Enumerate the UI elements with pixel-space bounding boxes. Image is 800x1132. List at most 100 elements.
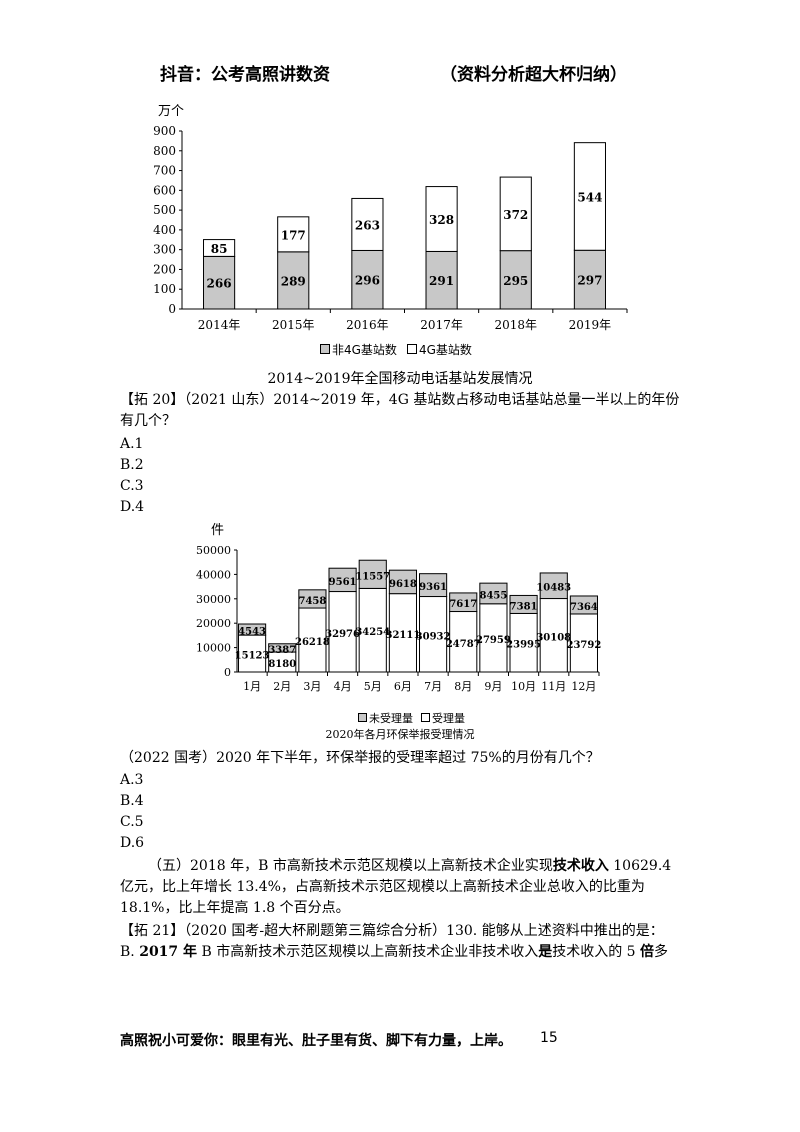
data-label: 544 (577, 190, 602, 204)
q1-option-c: C.3 (120, 478, 144, 494)
footer-text: 高照祝小可爱你：眼里有光、肚子里有货、脚下有力量，上岸。 (120, 1033, 512, 1049)
data-label: 85 (211, 242, 228, 256)
data-label: 11557 (355, 571, 390, 582)
q3-option-b: B. 2017 年 B 市高新技术示范区规模以上高新技术企业非技术收入是技术收入… (120, 944, 669, 960)
x-tick-label: 5月 (364, 680, 382, 693)
y-tick-label: 100 (153, 282, 176, 296)
bar-unaccepted (268, 643, 297, 653)
bar-4g (277, 216, 310, 253)
data-label: 30932 (416, 631, 451, 642)
bar-unaccepted (449, 592, 478, 613)
bar-accepted (509, 612, 538, 673)
data-label: 23792 (567, 640, 602, 651)
bar-non-4g (277, 251, 310, 310)
data-label: 291 (429, 274, 454, 288)
data-label: 8180 (268, 659, 296, 670)
y-tick-label: 600 (153, 183, 176, 197)
base-station-chart: 万个 0 100 200 300 400 500 600 700 800 900 266 85 201… (153, 104, 628, 332)
y-tick-label: 50000 (196, 544, 231, 557)
data-label: 9561 (329, 577, 357, 588)
data-label: 32976 (325, 629, 360, 640)
bar-accepted (569, 613, 598, 673)
data-label: 9361 (419, 582, 447, 593)
x-tick-label: 7月 (424, 680, 442, 693)
q1-option-b: B.2 (120, 457, 144, 473)
legend-swatch-icon (358, 713, 367, 722)
q3-stem: 【拓 21】（2020 国考-超大杯刷题第三篇综合分析）130. 能够从上述资料… (120, 923, 664, 939)
environment-report-chart: 件 0 10000 20000 30000 40000 50000 15123 4543 1月… (196, 523, 602, 693)
bar-unaccepted (569, 595, 598, 615)
data-label: 7364 (570, 602, 598, 613)
header-left: 抖音：公考高照讲数资 (160, 65, 330, 85)
data-label: 3387 (268, 645, 296, 656)
chart1-unit: 万个 (158, 104, 184, 119)
y-tick-label: 700 (153, 164, 176, 178)
bar-4g (499, 176, 532, 252)
q2-option-d: D.6 (120, 835, 145, 851)
data-label: 266 (207, 277, 232, 291)
passage: （五）2018 年，B 市高新技术示范区规模以上高新技术企业实现技术收入 106… (120, 858, 672, 916)
bar-unaccepted (509, 594, 538, 614)
bar-4g (351, 197, 384, 251)
data-label: 32111 (386, 630, 421, 641)
data-label: 34254 (355, 627, 390, 638)
x-tick-label: 2016年 (346, 318, 389, 332)
chart2-legend-unaccepted: 未受理量 (358, 710, 413, 726)
bar-unaccepted (238, 623, 267, 636)
x-tick-label: 2月 (273, 680, 291, 693)
data-label: 372 (503, 208, 528, 222)
x-tick-label: 2014年 (198, 318, 241, 332)
bar-accepted (449, 611, 478, 673)
y-tick-label: 10000 (196, 642, 231, 655)
legend-swatch-icon (406, 344, 417, 354)
x-tick-label: 2017年 (420, 318, 463, 332)
x-tick-label: 8月 (454, 680, 472, 693)
data-label: 177 (281, 228, 306, 242)
x-tick-label: 3月 (303, 680, 321, 693)
data-label: 295 (503, 274, 528, 288)
bar-unaccepted (358, 559, 387, 589)
legend-swatch-icon (320, 344, 330, 354)
y-tick-label: 300 (153, 243, 176, 257)
x-tick-label: 4月 (334, 680, 352, 693)
bar-accepted (238, 634, 267, 673)
chart1-legend-4g: 4G基站数 (406, 341, 472, 358)
bar-unaccepted (298, 589, 327, 609)
bar-non-4g (573, 249, 606, 310)
data-label: 7381 (510, 601, 538, 612)
bar-unaccepted (388, 569, 417, 595)
bar-non-4g (499, 250, 532, 310)
y-tick-label: 800 (153, 144, 176, 158)
data-label: 7617 (449, 599, 477, 610)
x-tick-label: 6月 (394, 680, 412, 693)
y-tick-label: 900 (153, 124, 176, 138)
q2-option-a: A.3 (120, 772, 144, 788)
q1-option-d: D.4 (120, 499, 145, 515)
data-label: 263 (355, 218, 380, 232)
chart1-legend-non4g: 非4G基站数 (320, 341, 397, 358)
x-tick-label: 2015年 (272, 318, 315, 332)
q2-option-b: B.4 (120, 793, 144, 809)
chart1-legend: 非4G基站数 4G基站数 (320, 341, 472, 358)
passage-bold: 技术收入 (552, 858, 609, 874)
x-tick-label: 12月 (571, 680, 596, 693)
data-label: 9618 (389, 579, 417, 590)
y-tick-label: 400 (153, 223, 176, 237)
data-label: 27959 (476, 635, 511, 646)
chart2-legend-accepted: 受理量 (421, 710, 465, 726)
x-tick-label: 9月 (484, 680, 502, 693)
x-tick-label: 2018年 (494, 318, 537, 332)
y-tick-label: 30000 (196, 593, 231, 606)
bar-accepted (328, 591, 357, 673)
bar-unaccepted (539, 572, 568, 600)
bar-accepted (358, 587, 387, 673)
y-tick-label: 0 (224, 666, 231, 679)
y-tick-label: 0 (168, 302, 176, 316)
data-label: 23995 (506, 640, 541, 651)
data-label: 15123 (235, 651, 270, 662)
data-label: 328 (429, 213, 454, 227)
legend-swatch-icon (421, 713, 430, 722)
bar-unaccepted (479, 582, 508, 605)
x-tick-label: 11月 (541, 680, 566, 693)
page-number: 15 (540, 1030, 558, 1046)
